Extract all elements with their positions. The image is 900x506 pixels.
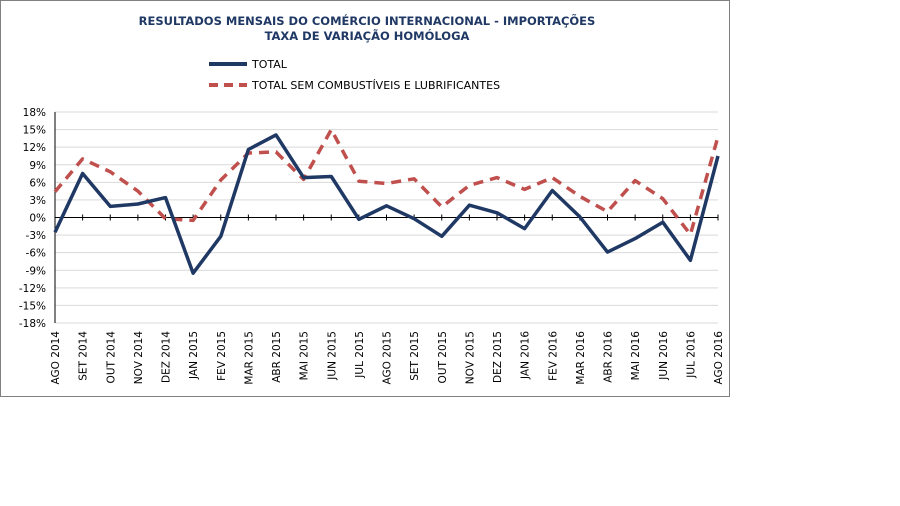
y-tick-label: 12%	[23, 142, 46, 154]
legend-label-total: TOTAL	[251, 58, 288, 71]
y-tick-label: -3%	[26, 230, 46, 242]
x-tick-label: DEZ 2015	[492, 331, 504, 383]
x-tick-label: FEV 2015	[216, 331, 228, 381]
y-tick-label: -18%	[19, 318, 46, 330]
y-tick-label: 3%	[29, 195, 46, 207]
chart-subtitle: TAXA DE VARIAÇÃO HOMÓLOGA	[265, 28, 470, 43]
y-tick-label: 0%	[29, 213, 46, 225]
gridlines	[55, 111, 718, 324]
x-tick-label: JAN 2015	[188, 331, 200, 380]
x-tick-label: ABR 2016	[603, 331, 615, 383]
x-tick-label: NOV 2014	[133, 331, 145, 384]
x-tick-label: AGO 2014	[50, 331, 62, 385]
legend-label-sem-combustiveis: TOTAL SEM COMBUSTÍVEIS E LUBRIFICANTES	[251, 79, 500, 92]
x-tick-label: JUL 2015	[354, 331, 366, 379]
x-tick-label: AGO 2016	[713, 331, 725, 385]
x-tick-label: MAI 2015	[299, 331, 311, 380]
y-tick-label: -15%	[19, 300, 46, 312]
y-tick-label: 18%	[23, 107, 46, 119]
x-tick-label: MAI 2016	[630, 331, 642, 381]
chart-frame: RESULTADOS MENSAIS DO COMÉRCIO INTERNACI…	[0, 0, 730, 397]
x-tick-labels: AGO 2014 SET 2014 OUT 2014 NOV 2014 DEZ 2014…	[50, 331, 725, 385]
x-tick-label: DEZ 2014	[161, 331, 173, 383]
x-tick-label: JUN 2016	[658, 331, 670, 381]
chart-title: RESULTADOS MENSAIS DO COMÉRCIO INTERNACI…	[139, 13, 596, 28]
x-tick-label: JAN 2016	[520, 331, 532, 380]
series-lines	[53, 127, 720, 275]
x-tick-label: ABR 2015	[271, 331, 283, 383]
x-tick-label: FEV 2016	[547, 331, 559, 381]
x-tick-label: AGO 2015	[382, 331, 394, 384]
x-tick-label: OUT 2015	[437, 331, 449, 383]
x-tick-label: SET 2014	[78, 331, 90, 381]
x-tick-label: SET 2015	[409, 331, 421, 381]
y-tick-label: 9%	[29, 160, 46, 172]
x-tick-label: MAR 2016	[575, 331, 587, 385]
line-chart: RESULTADOS MENSAIS DO COMÉRCIO INTERNACI…	[19, 13, 725, 385]
y-tick-label: -9%	[26, 265, 46, 277]
x-tick-label: JUL 2016	[685, 331, 697, 379]
x-tick-label: NOV 2015	[464, 331, 476, 384]
y-tick-label: -12%	[19, 283, 46, 295]
x-tick-label: JUN 2015	[326, 331, 338, 381]
legend: TOTAL TOTAL SEM COMBUSTÍVEIS E LUBRIFICA…	[209, 58, 500, 92]
series-line-total	[53, 133, 720, 275]
x-tick-label: OUT 2014	[105, 331, 117, 384]
x-tick-label: MAR 2015	[243, 331, 255, 385]
y-tick-label: 6%	[29, 177, 46, 189]
y-tick-labels: 18% 15% 12% 9% 6% 3% 0% -3% -6% -9% -12% -15% -18%	[19, 107, 46, 330]
axes	[54, 112, 719, 323]
y-tick-label: 15%	[23, 125, 46, 137]
y-tick-label: -6%	[26, 248, 46, 260]
